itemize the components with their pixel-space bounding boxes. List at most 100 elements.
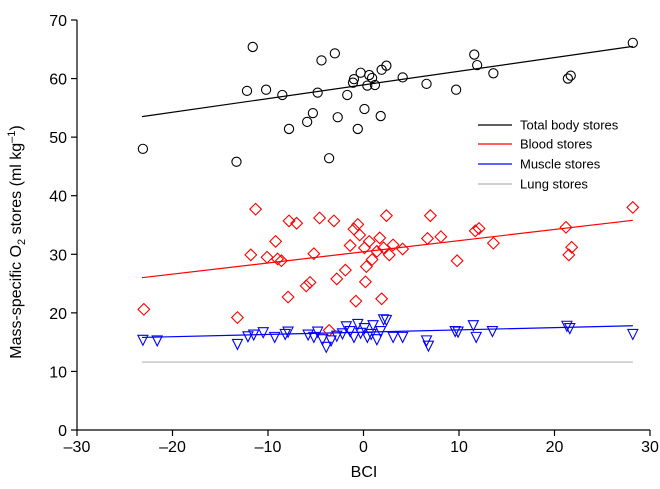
data-point-circle xyxy=(469,49,480,60)
data-point-diamond xyxy=(137,302,151,316)
data-point-triangle xyxy=(467,320,480,332)
data-point-diamond xyxy=(347,222,361,236)
data-point-diamond xyxy=(468,224,482,238)
data-point-circle xyxy=(137,143,149,155)
data-point-diamond xyxy=(486,236,500,250)
data-point-triangle xyxy=(452,326,464,339)
data-point-diamond xyxy=(338,263,352,277)
data-point-circle xyxy=(381,60,392,71)
data-point-diamond xyxy=(376,241,391,255)
data-point-diamond xyxy=(559,220,573,234)
x-axis-label: BCI xyxy=(351,464,378,481)
data-point-triangle xyxy=(370,334,383,346)
data-point-diamond xyxy=(373,231,387,245)
data-point-triangle xyxy=(279,328,292,341)
legend-label-blood: Blood stores xyxy=(520,137,593,152)
data-point-circle xyxy=(323,153,335,164)
data-point-triangle xyxy=(151,335,164,348)
data-point-triangle xyxy=(137,334,149,347)
data-point-circle xyxy=(488,68,499,79)
data-point-diamond xyxy=(260,250,274,264)
data-point-circle xyxy=(231,156,242,167)
data-point-diamond xyxy=(562,248,576,262)
data-point-circle xyxy=(359,103,370,115)
data-point-diamond xyxy=(450,254,464,268)
x-tick-label: 10 xyxy=(450,439,468,456)
data-point-diamond xyxy=(472,221,486,236)
data-point-diamond xyxy=(281,290,295,304)
data-point-circle xyxy=(627,37,638,48)
data-point-diamond xyxy=(375,292,389,306)
data-point-circle xyxy=(316,55,327,66)
data-point-triangle xyxy=(449,325,462,338)
y-axis-label-subscript: 2 xyxy=(16,239,28,245)
data-point-triangle xyxy=(387,331,399,344)
data-point-diamond xyxy=(358,275,372,289)
data-point-diamond xyxy=(249,202,263,216)
data-point-triangle xyxy=(348,331,360,344)
y-tick-label: 30 xyxy=(49,247,67,264)
data-point-circle xyxy=(260,84,272,95)
y-tick-label: 40 xyxy=(49,189,67,206)
data-point-diamond xyxy=(299,279,313,293)
y-tick-label: 50 xyxy=(49,130,67,147)
x-tick-label: –30 xyxy=(64,439,91,456)
data-point-triangle xyxy=(268,331,281,344)
data-point-circle xyxy=(332,112,343,123)
data-point-circle xyxy=(471,59,483,71)
data-point-triangle xyxy=(242,331,254,344)
y-tick-label: 70 xyxy=(49,13,67,30)
x-tick-label: –20 xyxy=(159,439,186,456)
data-point-diamond xyxy=(359,260,373,274)
data-point-diamond xyxy=(351,217,365,231)
data-points xyxy=(137,37,640,354)
data-point-circle xyxy=(397,72,408,83)
data-point-triangle xyxy=(325,335,337,348)
data-point-circle xyxy=(247,41,258,53)
data-point-triangle xyxy=(231,338,244,351)
data-point-triangle xyxy=(380,314,393,327)
data-point-diamond xyxy=(290,216,304,230)
data-point-diamond xyxy=(230,310,245,325)
data-point-triangle xyxy=(307,331,320,344)
data-point-circle xyxy=(277,89,288,101)
data-point-diamond xyxy=(269,234,283,248)
data-point-circle xyxy=(450,84,462,95)
data-point-triangle xyxy=(626,328,639,341)
data-point-diamond xyxy=(312,211,327,225)
data-point-diamond xyxy=(274,254,288,268)
data-point-diamond xyxy=(423,209,437,223)
data-point-triangle xyxy=(257,327,270,339)
data-point-triangle xyxy=(486,325,499,338)
data-point-triangle xyxy=(330,330,343,343)
data-point-triangle xyxy=(336,328,349,341)
x-tick-label: 20 xyxy=(546,439,564,456)
legend-label-lung: Lung stores xyxy=(520,177,588,192)
axes: –30 –20 –10 0 10 20 30 0 10 20 30 40 50 60 70 xyxy=(49,13,659,456)
data-point-triangle xyxy=(282,326,294,339)
trend-line-series-0 xyxy=(141,45,633,118)
data-point-circle xyxy=(369,79,381,91)
data-point-diamond xyxy=(382,248,396,262)
data-point-diamond xyxy=(244,248,258,262)
data-point-triangle xyxy=(470,331,483,344)
data-point-circle xyxy=(307,107,319,119)
data-point-diamond xyxy=(330,272,344,286)
data-point-diamond xyxy=(270,252,285,266)
data-point-circle xyxy=(562,73,574,84)
data-point-triangle xyxy=(377,314,390,327)
data-point-circle xyxy=(355,67,366,78)
data-point-circle xyxy=(375,110,386,122)
data-point-circle xyxy=(352,123,363,135)
trend-line-series-2 xyxy=(141,325,633,339)
data-point-diamond xyxy=(434,230,448,244)
y-axis-label-prefix: Mass-specific O xyxy=(8,245,25,359)
data-point-diamond xyxy=(420,231,435,246)
data-point-diamond xyxy=(282,214,296,228)
data-point-triangle xyxy=(344,325,357,338)
y-tick-label: 10 xyxy=(49,364,67,381)
data-point-triangle xyxy=(396,331,409,344)
data-point-diamond xyxy=(365,252,379,267)
legend: Total body stores Blood stores Muscle st… xyxy=(478,118,619,192)
data-point-circle xyxy=(241,85,253,97)
